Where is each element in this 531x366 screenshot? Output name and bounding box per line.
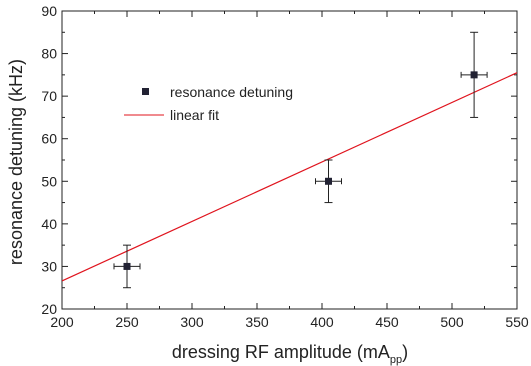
x-tick-label: 400 (310, 314, 334, 330)
fit-line (62, 72, 517, 282)
legend: resonance detuning linear fit (124, 84, 293, 123)
y-axis-label: resonance detuning (kHz) (6, 59, 26, 265)
legend-label-linear-fit: linear fit (170, 107, 219, 123)
x-tick-label: 250 (115, 314, 139, 330)
y-tick-label: 40 (41, 216, 57, 232)
data-point (123, 262, 131, 270)
axis-ticks: 200 250 300 350 400 450 500 550 20 30 40 50 60 70 80 90 (41, 3, 528, 330)
legend-marker-resonance-detuning (142, 88, 149, 95)
x-tick-label: 200 (50, 314, 74, 330)
y-tick-label: 90 (41, 3, 57, 19)
y-tick-label: 80 (41, 46, 57, 62)
y-tick-label: 60 (41, 131, 57, 147)
data-point (470, 71, 478, 79)
x-tick-label: 550 (505, 314, 529, 330)
data-point-group (113, 244, 141, 289)
y-tick-label: 30 (41, 258, 57, 274)
y-tick-label: 70 (41, 88, 57, 104)
x-tick-label: 500 (440, 314, 464, 330)
x-tick-label: 450 (375, 314, 399, 330)
y-tick-label: 50 (41, 173, 57, 189)
x-axis-label: dressing RF amplitude (mApp) (172, 342, 408, 366)
x-tick-label: 300 (180, 314, 204, 330)
y-tick-label: 20 (41, 301, 57, 317)
x-tick-label: 350 (245, 314, 269, 330)
legend-label-resonance-detuning: resonance detuning (170, 84, 293, 100)
data-point (325, 177, 332, 185)
data-point-group (460, 31, 488, 118)
series-layer (62, 31, 517, 289)
data-point-group (315, 159, 342, 204)
